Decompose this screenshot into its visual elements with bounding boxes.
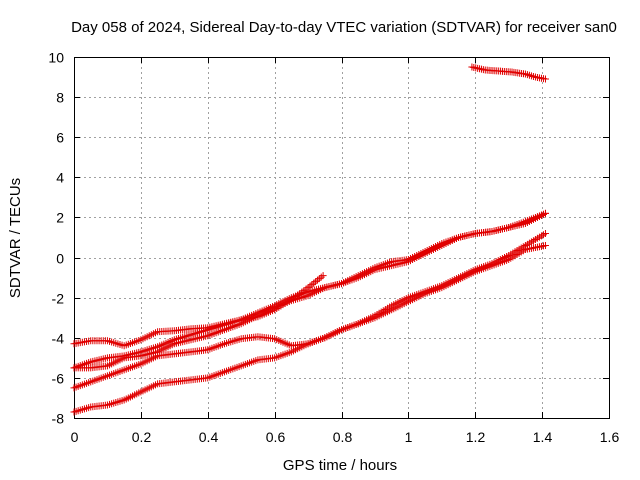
x-tick-label: 0.4 bbox=[199, 429, 219, 445]
x-tick-label: 0.2 bbox=[132, 429, 152, 445]
x-axis-label: GPS time / hours bbox=[283, 457, 397, 474]
data-point bbox=[313, 276, 321, 284]
grid-lines bbox=[74, 57, 609, 418]
data-point bbox=[541, 229, 549, 237]
series-track-c bbox=[70, 209, 549, 372]
data-point bbox=[541, 242, 549, 250]
y-tick-label: 10 bbox=[48, 50, 64, 66]
y-tick-label: 4 bbox=[56, 170, 64, 186]
chart-title: Day 058 of 2024, Sidereal Day-to-day VTE… bbox=[71, 19, 617, 36]
data-point bbox=[541, 209, 549, 217]
y-axis-label: SDTVAR / TECUs bbox=[7, 178, 24, 298]
data-point bbox=[312, 278, 320, 286]
x-tick-label: 0.8 bbox=[333, 429, 353, 445]
x-tick-label: 1.4 bbox=[533, 429, 553, 445]
series-track-f bbox=[468, 63, 549, 83]
x-tick-label: 1.6 bbox=[600, 429, 620, 445]
series-track-d bbox=[70, 229, 549, 392]
y-tick-label: 2 bbox=[56, 210, 64, 226]
data-point bbox=[317, 273, 325, 281]
y-tick-label: -6 bbox=[52, 371, 65, 387]
y-tick-label: -2 bbox=[52, 291, 65, 307]
x-tick-label: 0.6 bbox=[266, 429, 286, 445]
y-tick-label: -4 bbox=[52, 331, 65, 347]
y-tick-label: 0 bbox=[56, 251, 64, 267]
y-tick-label: 6 bbox=[56, 130, 64, 146]
y-tick-label: 8 bbox=[56, 90, 64, 106]
axis-ticks: 0 0.2 0.4 0.6 0.8 1 1.2 1.4 1.6 -8 -6 -4 -2 0 2 4 6 8 10 bbox=[48, 50, 619, 446]
x-tick-label: 0 bbox=[71, 429, 79, 445]
data-point bbox=[541, 75, 549, 83]
x-tick-label: 1 bbox=[405, 429, 413, 445]
data-marks bbox=[70, 63, 549, 416]
x-tick-label: 1.2 bbox=[466, 429, 486, 445]
series-track-e bbox=[70, 242, 549, 416]
data-point bbox=[310, 279, 318, 287]
y-tick-label: -8 bbox=[52, 411, 65, 427]
data-point bbox=[319, 272, 327, 280]
data-point bbox=[315, 275, 323, 283]
